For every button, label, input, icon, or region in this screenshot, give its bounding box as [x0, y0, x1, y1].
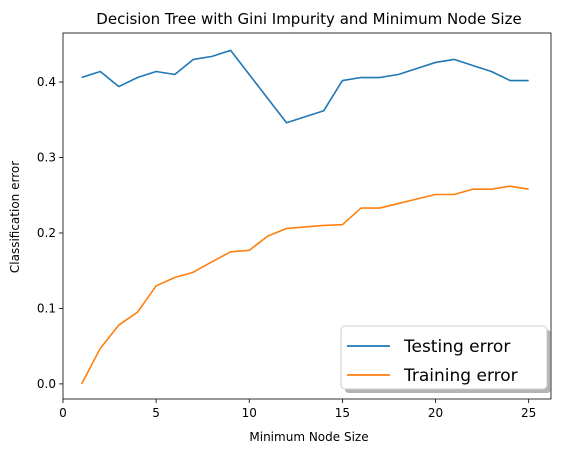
y-tick-label: 0.3 [37, 151, 56, 165]
x-tick-label: 5 [152, 406, 160, 420]
y-tick-label: 0.0 [37, 377, 56, 391]
series-line-2 [80, 185, 529, 385]
x-tick-label: 20 [428, 406, 443, 420]
x-tick-label: 15 [335, 406, 350, 420]
x-axis-label: Minimum Node Size [249, 430, 368, 444]
y-axis-label: Classification error [8, 161, 22, 273]
legend-label-2: Training error [403, 366, 518, 386]
y-tick-label: 0.2 [37, 226, 56, 240]
x-tick-label: 25 [521, 406, 536, 420]
axes-frame [62, 32, 552, 400]
series-layer [80, 49, 529, 385]
y-tick-label: 0.1 [37, 301, 56, 315]
x-tick-label: 10 [242, 406, 257, 420]
series-line-1 [81, 49, 529, 124]
legend-label-1: Testing error [403, 337, 510, 357]
legend-items: Testing error Training error [347, 337, 518, 386]
legend-box [340, 325, 548, 390]
legend: Testing error Training error [340, 325, 551, 393]
x-axis-ticks: 0 5 10 15 20 25 [59, 399, 536, 420]
chart-title: Decision Tree with Gini Impurity and Min… [96, 10, 521, 28]
y-tick-label: 0.4 [37, 75, 56, 89]
x-tick-label: 0 [59, 406, 67, 420]
y-axis-ticks: 0.0 0.1 0.2 0.3 0.4 [37, 75, 63, 391]
